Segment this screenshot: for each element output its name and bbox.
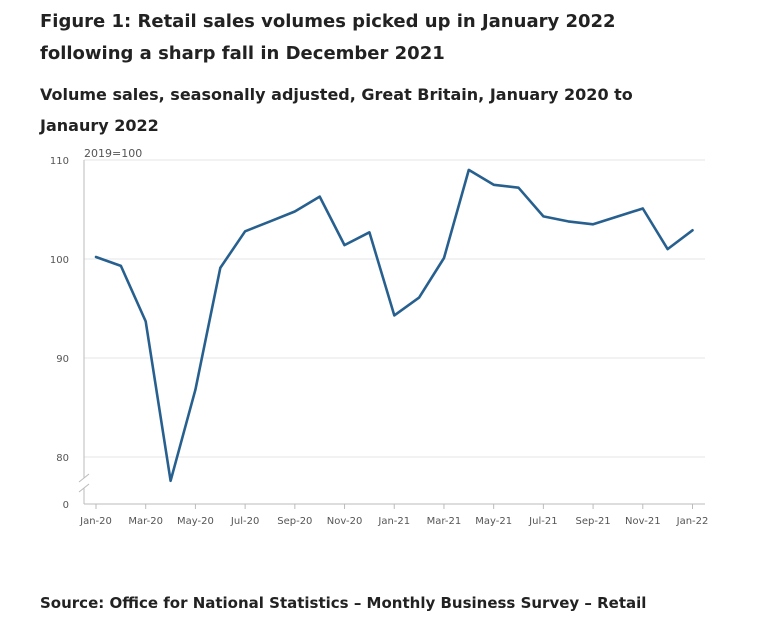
x-tick-label-May-20: May-20 bbox=[177, 516, 214, 527]
x-tick-label-Jan-21: Jan-21 bbox=[377, 516, 410, 527]
x-tick-label-Sep-21: Sep-21 bbox=[575, 516, 610, 527]
series-layer bbox=[94, 168, 694, 483]
chart-title: Figure 1: Retail sales volumes picked up… bbox=[40, 11, 616, 64]
x-tick-label-Sep-20: Sep-20 bbox=[277, 516, 312, 527]
source-note: Source: Office for National Statistics –… bbox=[40, 594, 647, 612]
y-tick-label-0: 0 bbox=[63, 500, 69, 511]
gridlines bbox=[84, 159, 705, 458]
x-tick-label-Jul-20: Jul-20 bbox=[230, 516, 259, 527]
x-tick-label-Nov-21: Nov-21 bbox=[625, 516, 661, 527]
tick-labels: 110 100 90 80 0 2019=100 Jan-20 Mar-20 May-20 Jul… bbox=[50, 147, 708, 527]
line-chart: 110 100 90 80 0 2019=100 Jan-20 Mar-20 May-20 Jul… bbox=[50, 147, 708, 527]
x-tick-label-Jan-20: Jan-20 bbox=[79, 516, 112, 527]
series-line-0 bbox=[94, 168, 694, 483]
axis-break-mark-bottom bbox=[78, 483, 90, 493]
x-tick-label-Nov-20: Nov-20 bbox=[327, 516, 363, 527]
y-tick-label-80: 80 bbox=[56, 453, 69, 464]
chart-subtitle: Volume sales, seasonally adjusted, Great… bbox=[40, 85, 633, 135]
x-tick-label-Mar-20: Mar-20 bbox=[128, 516, 163, 527]
axes bbox=[78, 160, 705, 509]
x-tick-label-Jan-22: Jan-22 bbox=[676, 516, 709, 527]
x-tick-label-May-21: May-21 bbox=[475, 516, 512, 527]
y-tick-label-110: 110 bbox=[50, 156, 69, 167]
y-tick-label-90: 90 bbox=[56, 354, 69, 365]
x-tick-label-Mar-21: Mar-21 bbox=[427, 516, 462, 527]
x-tick-label-Jul-21: Jul-21 bbox=[528, 516, 557, 527]
y-tick-label-100: 100 bbox=[50, 255, 69, 266]
y-axis-unit-label: 2019=100 bbox=[84, 147, 142, 160]
axis-break-mark-top bbox=[78, 473, 90, 483]
